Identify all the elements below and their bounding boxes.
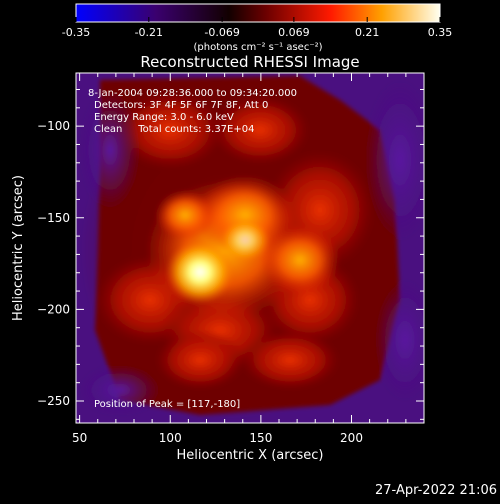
colorbar-tick-label: 0.35: [428, 26, 453, 39]
plot-frame: [75, 72, 425, 424]
x-tick-label: 100: [159, 431, 182, 445]
y-tick-label: −200: [37, 302, 70, 316]
x-tick-label: 150: [249, 431, 272, 445]
colorbar-tick-label: 0.21: [355, 26, 380, 39]
y-tick-label: −150: [37, 211, 70, 225]
x-axis-label: Heliocentric X (arcsec): [177, 448, 324, 463]
annotation-clean-counts: Clean Total counts: 3.37E+04: [94, 124, 254, 135]
heatmap-image: [76, 73, 424, 423]
annotation-energy-range: Energy Range: 3.0 - 6.0 keV: [94, 112, 234, 123]
annotation-peak-position: Position of Peak = [117,-180]: [94, 399, 240, 410]
colorbar-tick-label: -0.069: [204, 26, 239, 39]
annotation-block: 8-Jan-2004 09:28:36.000 to 09:34:20.000 …: [88, 88, 297, 410]
colorbar: -0.35 -0.21 -0.069 0.069 0.21 0.35 (photons c…: [62, 3, 452, 53]
colorbar-tick-label: -0.21: [135, 26, 163, 39]
y-axis: −100 −150 −200 −250: [37, 88, 424, 420]
y-tick-label: −100: [37, 119, 70, 133]
y-axis-label: Heliocentric Y (arcsec): [11, 175, 26, 321]
annotation-time-range: 8-Jan-2004 09:28:36.000 to 09:34:20.000: [88, 88, 297, 99]
colorbar-tick-label: -0.35: [62, 26, 90, 39]
annotation-detectors: Detectors: 3F 4F 5F 6F 7F 8F, Att 0: [94, 100, 268, 111]
colorbar-ticks: -0.35 -0.21 -0.069 0.069 0.21 0.35: [62, 17, 452, 39]
footer-timestamp: 27-Apr-2022 21:06: [375, 483, 497, 498]
colorbar-frame: [75, 3, 441, 23]
x-tick-label: 50: [72, 431, 87, 445]
chart-title: Reconstructed RHESSI Image: [140, 53, 359, 71]
x-axis: 50 100 150 200: [72, 73, 425, 445]
colorbar-units-label: (photons cm⁻² s⁻¹ asec⁻²): [193, 42, 322, 53]
y-tick-label: −250: [37, 394, 70, 408]
colorbar-tick-label: 0.069: [278, 26, 310, 39]
x-tick-label: 200: [340, 431, 363, 445]
colorbar-gradient: [76, 4, 440, 22]
